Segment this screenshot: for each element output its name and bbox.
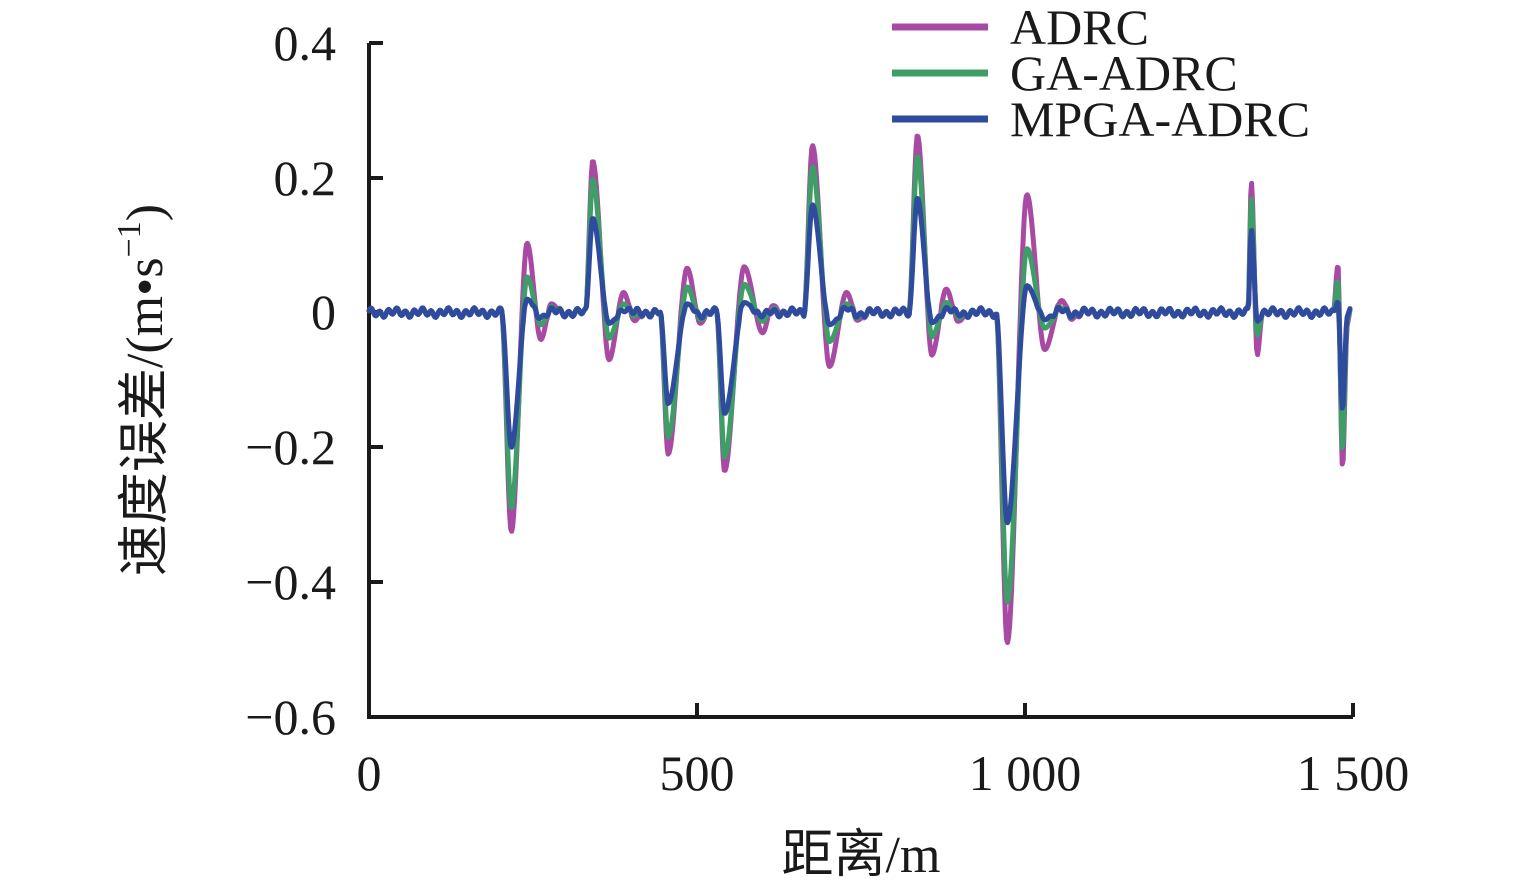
y-tick-label: 0.2 [274,150,337,206]
y-axis-title-main: 速度误差/(m•s [117,257,174,576]
x-tick-labels: 0 500 1 000 1 500 [357,745,1410,801]
series-lines [366,133,1353,645]
series-line-ga-adrc [366,154,1353,605]
y-tick-label: 0 [311,284,336,340]
x-tick-label: 1 000 [969,745,1082,801]
series-line-mpga-adrc [366,196,1353,526]
legend-label-adrc: ADRC [1010,0,1149,55]
y-tick-label: −0.6 [245,689,336,745]
legend: ADRC GA-ADRC MPGA-ADRC [892,0,1310,147]
axes [367,41,1355,719]
y-tick-label: −0.4 [245,554,336,610]
legend-item-ga-adrc: GA-ADRC [892,45,1238,101]
x-axis-title: 距离/m [782,827,941,884]
x-tick-label: 500 [660,745,735,801]
y-axis-title: 速度误差/(m•s−1) [111,204,174,576]
y-tick-label: 0.4 [274,15,337,71]
legend-label-ga-adrc: GA-ADRC [1010,45,1238,101]
y-axis-title-superscript: −1 [111,221,148,257]
y-axis-title-close: ) [117,204,174,221]
legend-label-mpga-adrc: MPGA-ADRC [1010,91,1310,147]
legend-item-mpga-adrc: MPGA-ADRC [892,91,1310,147]
y-tick-labels: 0.4 0.2 0 −0.2 −0.4 −0.6 [245,15,336,745]
x-tick-label: 0 [357,745,382,801]
legend-item-adrc: ADRC [892,0,1149,55]
x-tick-label: 1 500 [1297,745,1410,801]
y-tick-label: −0.2 [245,419,336,475]
